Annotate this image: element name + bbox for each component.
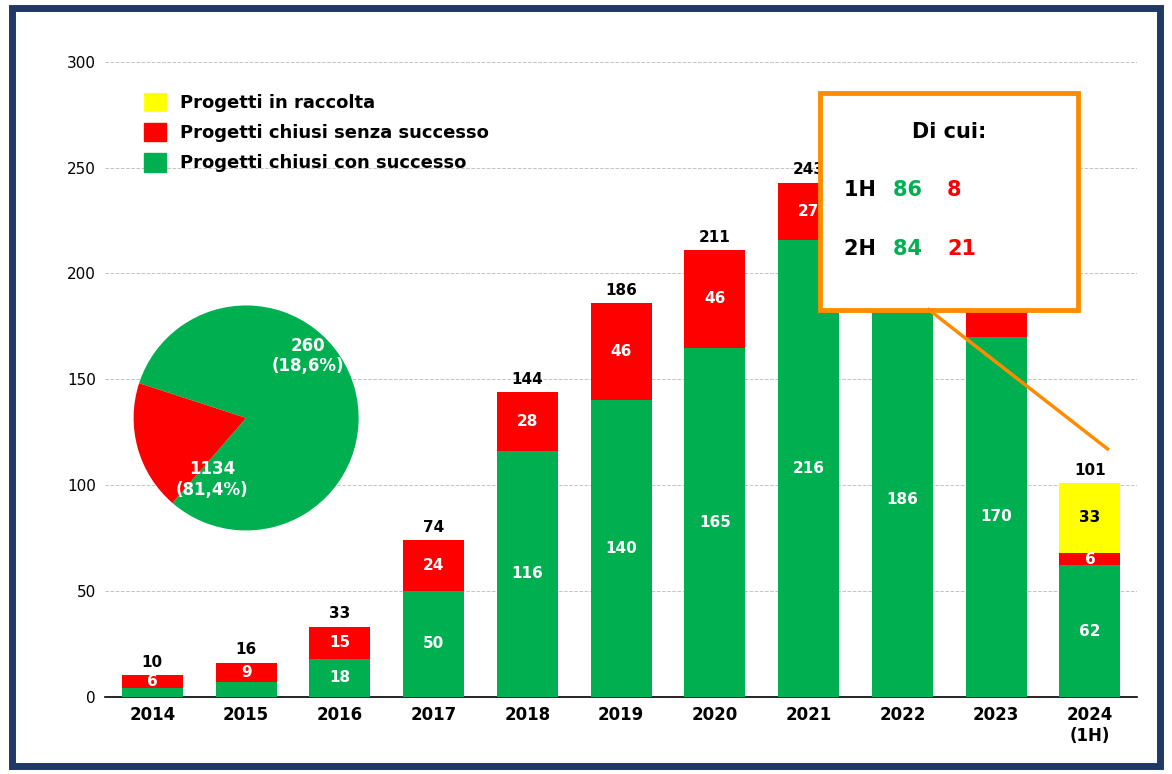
Bar bbox=[216, 682, 277, 697]
Text: Di cui:: Di cui: bbox=[912, 122, 987, 142]
Text: 21: 21 bbox=[947, 239, 976, 259]
Text: 33: 33 bbox=[329, 607, 350, 622]
Wedge shape bbox=[139, 306, 359, 530]
Bar bbox=[216, 663, 277, 682]
Bar bbox=[1059, 566, 1120, 697]
Bar bbox=[872, 303, 933, 697]
Bar bbox=[1059, 483, 1120, 553]
Text: 18: 18 bbox=[329, 670, 350, 685]
Text: 24: 24 bbox=[423, 558, 444, 573]
Bar bbox=[966, 276, 1027, 337]
Text: 6: 6 bbox=[1084, 552, 1096, 567]
Text: 28: 28 bbox=[517, 414, 538, 429]
Bar bbox=[1059, 553, 1120, 566]
Bar bbox=[966, 337, 1027, 697]
Text: 10: 10 bbox=[142, 655, 163, 670]
Bar bbox=[778, 183, 839, 240]
Text: 24: 24 bbox=[892, 270, 913, 285]
Text: 210: 210 bbox=[886, 232, 919, 247]
Text: 243: 243 bbox=[792, 163, 825, 177]
Text: 1134
(81,4%): 1134 (81,4%) bbox=[176, 461, 248, 499]
Legend: Progetti in raccolta, Progetti chiusi senza successo, Progetti chiusi con succes: Progetti in raccolta, Progetti chiusi se… bbox=[135, 84, 498, 181]
Text: 199: 199 bbox=[980, 255, 1013, 270]
Wedge shape bbox=[134, 383, 246, 503]
Text: 27: 27 bbox=[798, 204, 819, 218]
Text: 216: 216 bbox=[792, 461, 825, 475]
Text: 186: 186 bbox=[886, 492, 919, 507]
Text: 86: 86 bbox=[893, 180, 929, 200]
Text: 2H: 2H bbox=[844, 239, 883, 259]
Text: 101: 101 bbox=[1075, 463, 1105, 478]
Bar bbox=[591, 303, 652, 400]
Text: 211: 211 bbox=[699, 230, 731, 245]
Text: 8: 8 bbox=[947, 180, 961, 200]
Bar bbox=[122, 688, 183, 697]
Text: 116: 116 bbox=[511, 567, 544, 581]
Bar bbox=[684, 348, 745, 697]
Bar bbox=[591, 400, 652, 697]
Bar bbox=[497, 392, 558, 451]
Text: 144: 144 bbox=[511, 372, 544, 387]
Text: 140: 140 bbox=[605, 541, 638, 556]
Text: 260
(18,6%): 260 (18,6%) bbox=[272, 337, 345, 375]
Bar bbox=[403, 591, 464, 697]
Text: 186: 186 bbox=[605, 283, 638, 298]
Text: 84: 84 bbox=[893, 239, 929, 259]
Bar bbox=[403, 540, 464, 591]
Text: 46: 46 bbox=[704, 291, 725, 307]
Bar bbox=[497, 451, 558, 697]
Bar bbox=[309, 627, 370, 659]
Text: 170: 170 bbox=[980, 509, 1013, 524]
Bar bbox=[122, 676, 183, 688]
Text: 50: 50 bbox=[423, 636, 444, 651]
Text: 165: 165 bbox=[699, 515, 731, 529]
Text: 6: 6 bbox=[146, 674, 158, 690]
Text: 74: 74 bbox=[423, 520, 444, 535]
Text: 16: 16 bbox=[236, 642, 257, 657]
Bar bbox=[872, 252, 933, 303]
Text: 29: 29 bbox=[986, 299, 1007, 313]
Text: 9: 9 bbox=[240, 665, 252, 680]
Text: 33: 33 bbox=[1079, 510, 1101, 526]
Text: 15: 15 bbox=[329, 635, 350, 650]
Text: 62: 62 bbox=[1079, 624, 1101, 639]
Bar bbox=[778, 240, 839, 697]
Text: 1H: 1H bbox=[844, 180, 883, 200]
Bar bbox=[684, 250, 745, 348]
Bar bbox=[309, 659, 370, 697]
Text: 46: 46 bbox=[611, 344, 632, 359]
